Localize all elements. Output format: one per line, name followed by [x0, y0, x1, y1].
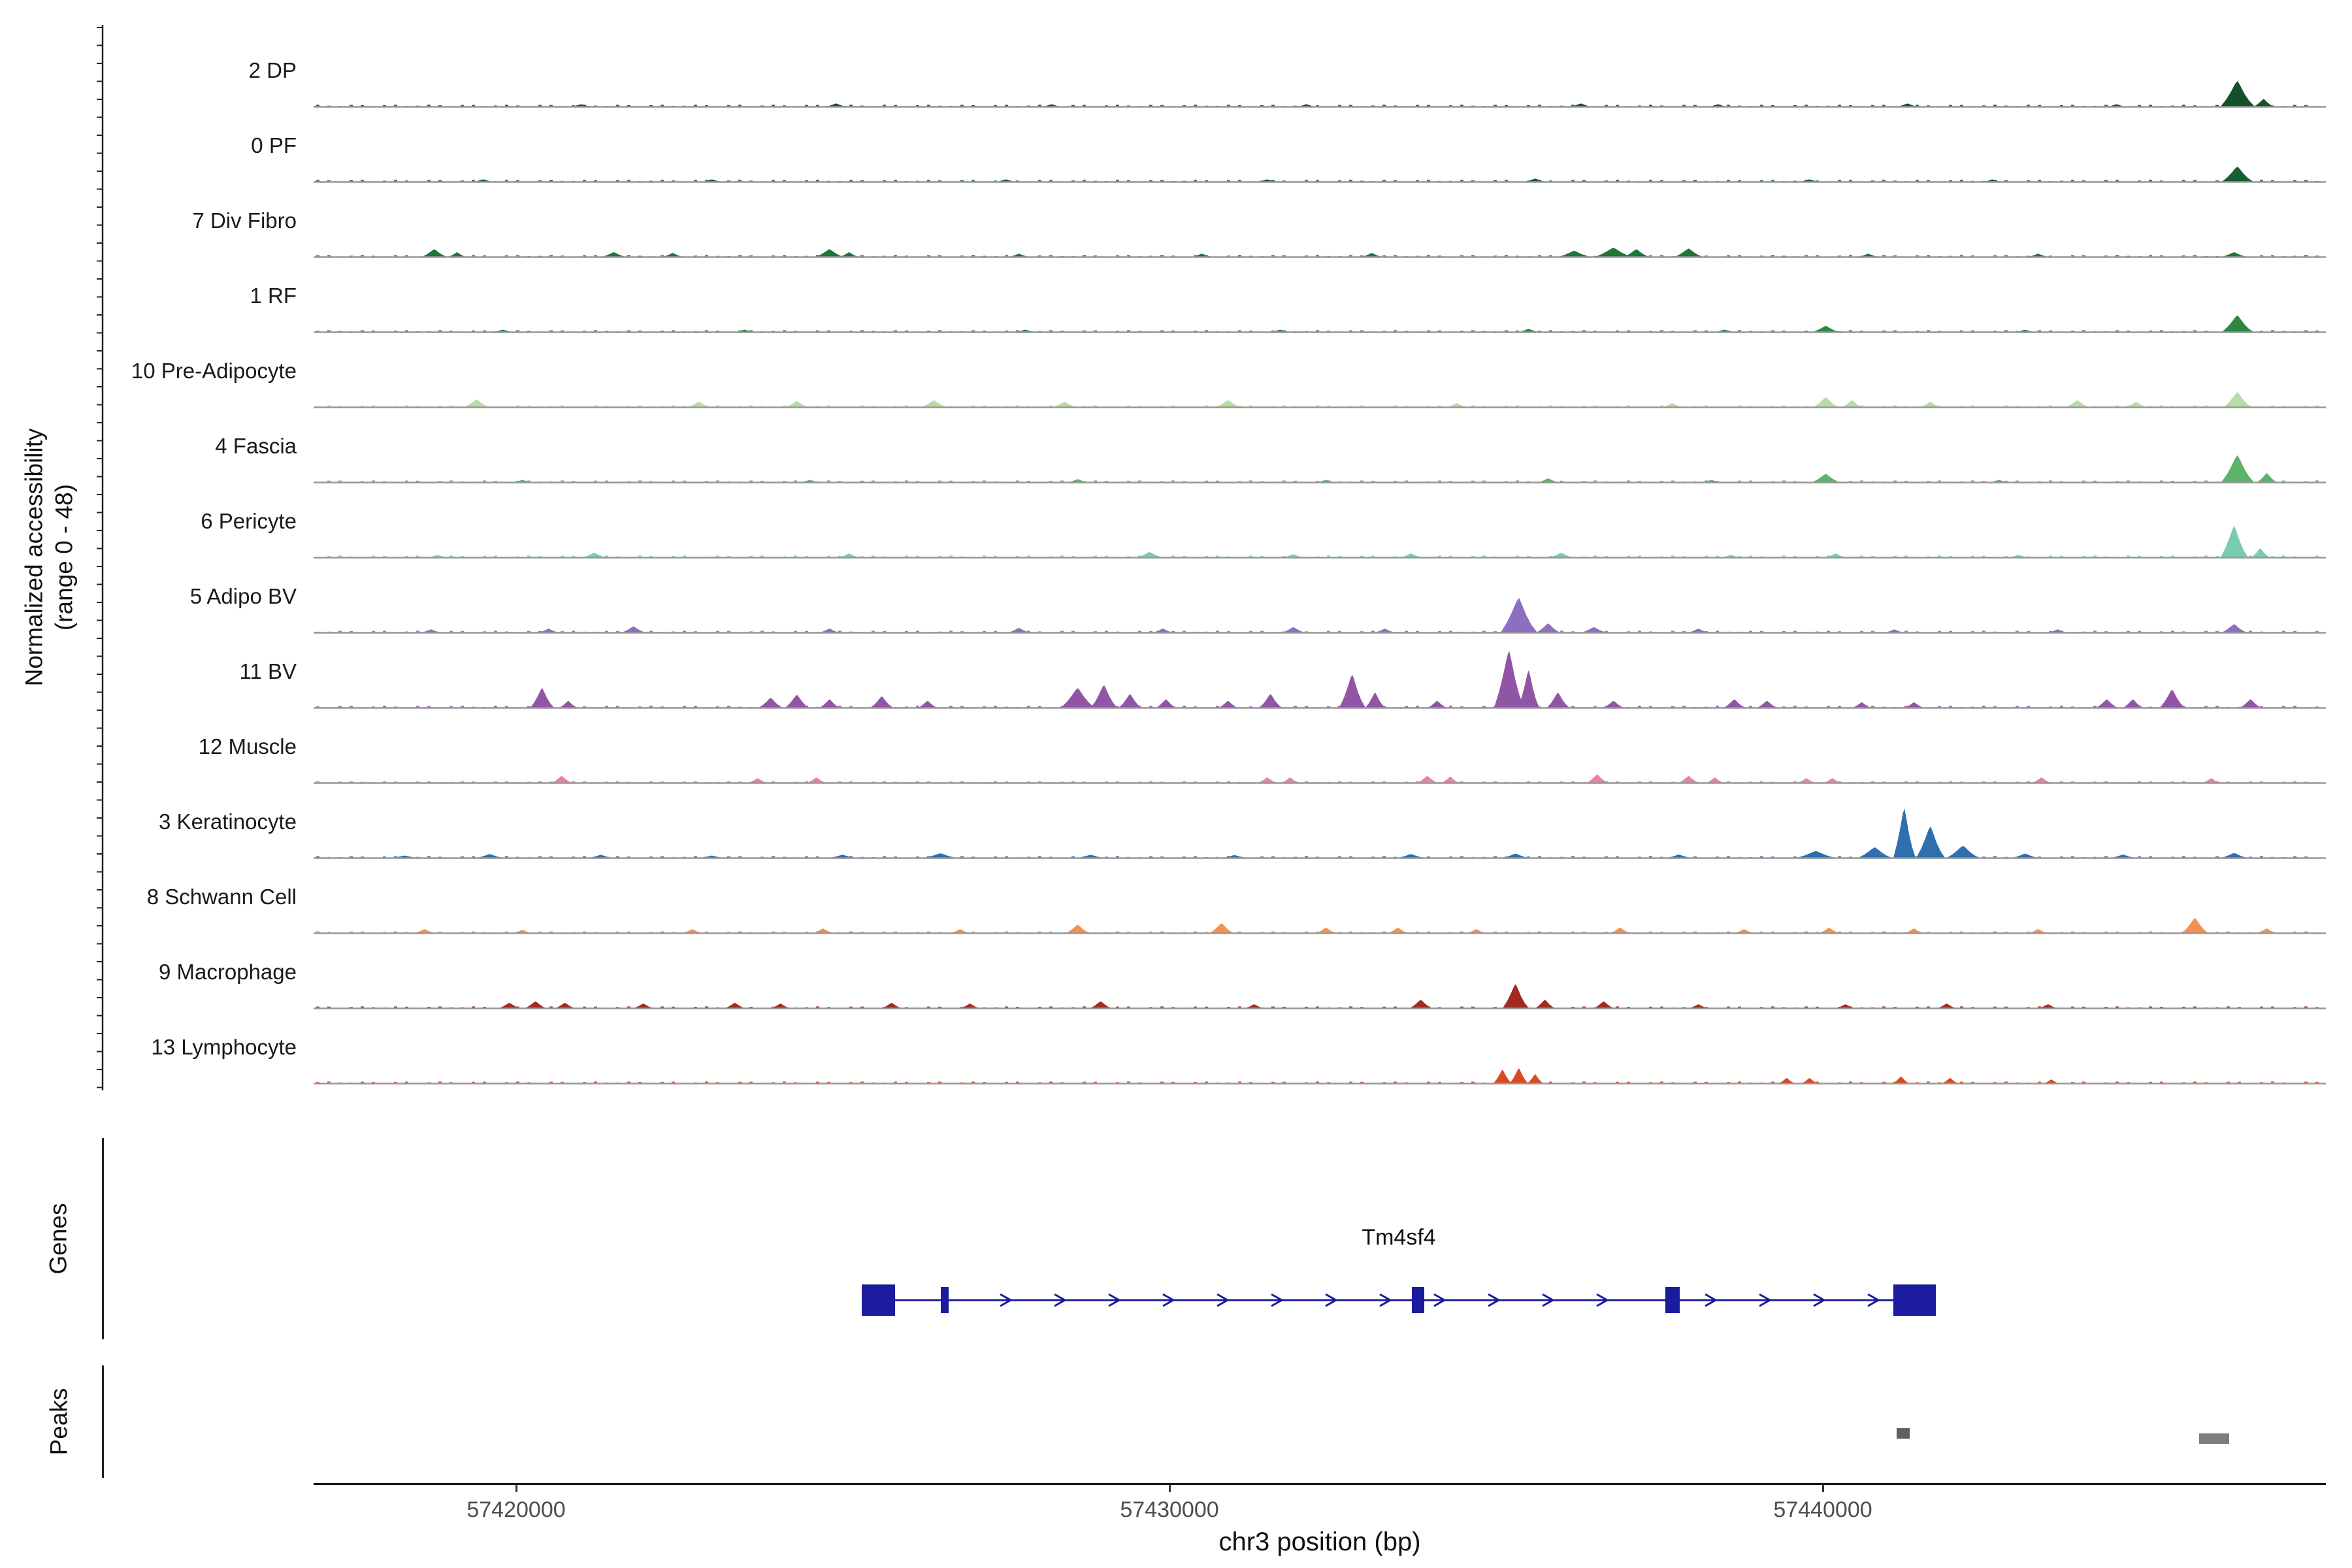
track-signal-12-muscle — [314, 774, 2326, 784]
track-signal-7-div-fibro — [314, 248, 2326, 258]
peaks-track — [1897, 1428, 2229, 1444]
x-axis-tick — [1821, 1485, 1824, 1492]
peaks-section-label: Peaks — [45, 1388, 72, 1456]
track-signal-10-pre-adipocyte — [314, 392, 2326, 408]
track-label-11-bv: 11 BV — [239, 659, 297, 683]
track-label-5-adipo-bv: 5 Adipo BV — [189, 583, 297, 608]
track-signal-5-adipo-bv — [314, 598, 2326, 634]
x-axis-tick — [1168, 1485, 1171, 1492]
gene-model-track: Tm4sf4 — [862, 1225, 1936, 1316]
track-signal-4-fascia — [314, 455, 2326, 483]
track-label-8-schwann-cell: 8 Schwann Cell — [146, 884, 297, 909]
track-signal-13-lymphocyte — [314, 1068, 2326, 1085]
peaks-axis-line — [102, 1365, 104, 1478]
genes-section-label: Genes — [44, 1203, 72, 1275]
track-label-10-pre-adipocyte: 10 Pre-Adipocyte — [131, 358, 297, 383]
track-label-0-pf: 0 PF — [251, 133, 297, 157]
peak-interval — [2199, 1433, 2229, 1444]
track-label-9-macrophage: 9 Macrophage — [159, 959, 297, 984]
accessibility-tracks: 2 DP 0 PF 7 Div Fibro 1 RF 10 Pre-Adipocyte 4… — [131, 57, 2326, 1085]
tracks-y-axis — [97, 25, 104, 1090]
track-label-6-pericyte: 6 Pericyte — [201, 508, 297, 533]
track-signal-1-rf — [314, 315, 2326, 333]
track-label-13-lymphocyte: 13 Lymphocyte — [151, 1034, 297, 1059]
peak-interval — [1897, 1428, 1910, 1439]
genes-axis-line — [102, 1138, 104, 1339]
peaks-label-wrap: Peaks — [20, 1365, 98, 1478]
track-label-7-div-fibro: 7 Div Fibro — [192, 208, 297, 233]
track-label-1-rf: 1 RF — [250, 283, 297, 308]
track-signal-8-schwann-cell — [314, 918, 2326, 934]
gene-name: Tm4sf4 — [1362, 1225, 1435, 1250]
track-signal-6-pericyte — [314, 525, 2326, 559]
x-axis-tick — [515, 1485, 517, 1492]
track-label-12-muscle: 12 Muscle — [198, 734, 297, 759]
track-label-4-fascia: 4 Fascia — [215, 433, 297, 458]
track-signal-11-bv — [314, 650, 2326, 709]
x-axis-tick-label: 57430000 — [1120, 1497, 1219, 1522]
track-label-2-dp: 2 DP — [248, 57, 297, 82]
track-signal-3-keratinocyte — [314, 808, 2326, 859]
x-axis-tick-label: 57420000 — [466, 1497, 566, 1522]
x-axis-title: chr3 position (bp) — [1218, 1527, 1421, 1556]
genes-label-wrap: Genes — [20, 1138, 98, 1339]
track-signal-2-dp — [314, 81, 2326, 108]
track-signal-9-macrophage — [314, 984, 2326, 1009]
x-axis-line — [314, 1483, 2326, 1485]
track-signal-0-pf — [314, 167, 2326, 183]
track-label-3-keratinocyte: 3 Keratinocyte — [159, 809, 297, 834]
x-axis-tick-label: 57440000 — [1773, 1497, 1872, 1522]
